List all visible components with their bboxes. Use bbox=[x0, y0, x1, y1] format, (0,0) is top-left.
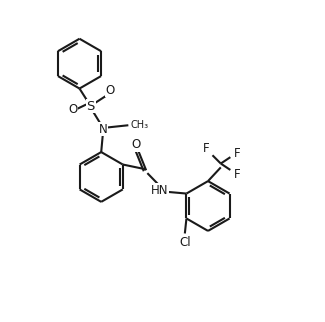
Text: Cl: Cl bbox=[179, 236, 191, 249]
Text: O: O bbox=[106, 84, 115, 97]
Text: S: S bbox=[86, 99, 95, 113]
Text: F: F bbox=[234, 147, 241, 160]
Text: N: N bbox=[98, 123, 107, 136]
Text: O: O bbox=[69, 103, 78, 116]
Text: O: O bbox=[132, 138, 141, 151]
Text: CH₃: CH₃ bbox=[131, 120, 149, 130]
Text: HN: HN bbox=[151, 184, 169, 196]
Text: F: F bbox=[234, 167, 241, 181]
Text: F: F bbox=[203, 142, 209, 155]
